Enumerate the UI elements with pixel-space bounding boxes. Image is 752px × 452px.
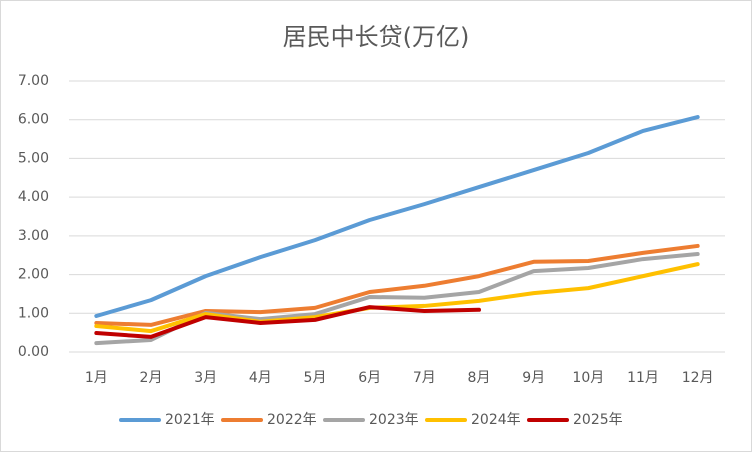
legend-label: 2025年 <box>573 412 623 428</box>
y-tick-label: 7.00 <box>18 73 49 89</box>
x-tick-label: 8月 <box>468 370 491 386</box>
x-tick-label: 10月 <box>572 370 604 386</box>
x-tick-label: 2月 <box>140 370 163 386</box>
x-tick-label: 4月 <box>249 370 272 386</box>
line-series <box>94 115 700 318</box>
y-tick-label: 4.00 <box>18 189 49 205</box>
legend-label: 2024年 <box>471 412 521 428</box>
x-tick-label: 5月 <box>304 370 327 386</box>
legend-label: 2023年 <box>369 412 419 428</box>
y-tick-label: 0.00 <box>18 344 49 360</box>
x-tick-label: 7月 <box>413 370 436 386</box>
x-tick-label: 9月 <box>522 370 545 386</box>
x-tick-label: 6月 <box>358 370 381 386</box>
legend-label: 2022年 <box>267 412 317 428</box>
legend-label: 2021年 <box>165 412 215 428</box>
x-tick-label: 11月 <box>627 370 659 386</box>
y-tick-label: 6.00 <box>18 112 49 128</box>
y-tick-label: 2.00 <box>18 267 49 283</box>
x-tick-label: 1月 <box>85 370 108 386</box>
line-series <box>94 305 481 339</box>
x-tick-label: 3月 <box>194 370 217 386</box>
y-tick-label: 5.00 <box>18 150 49 166</box>
y-tick-label: 1.00 <box>18 305 49 321</box>
line-series <box>94 243 700 327</box>
x-tick-label: 12月 <box>682 370 714 386</box>
chart-title: 居民中长贷(万亿) <box>283 23 470 51</box>
y-tick-label: 3.00 <box>18 228 49 244</box>
line-series <box>94 262 700 334</box>
